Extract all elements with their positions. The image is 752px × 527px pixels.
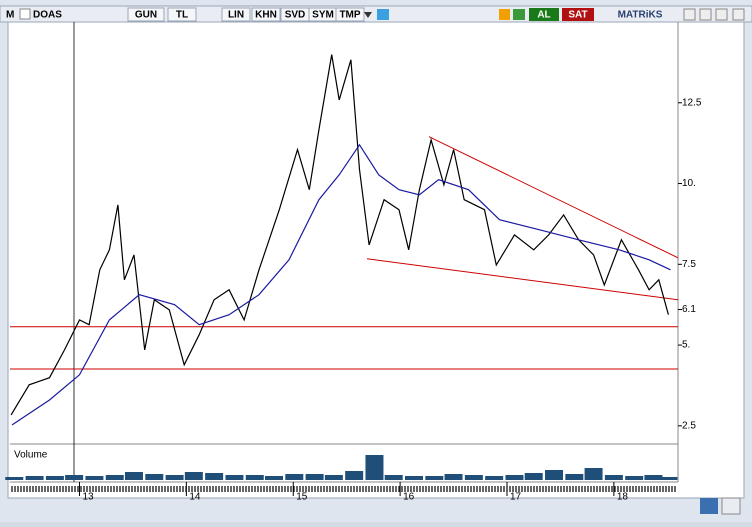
buy-button[interactable]	[529, 8, 559, 21]
volume-bar	[305, 474, 324, 480]
sell-label: SAT	[568, 10, 587, 21]
x-tick-label: 14	[189, 492, 201, 503]
sell-button[interactable]	[562, 8, 594, 21]
y-tick-label: 12.5	[682, 97, 702, 108]
volume-bar	[85, 476, 104, 480]
y-tick-label: 7.5	[682, 259, 696, 270]
toolbar-button[interactable]	[167, 7, 197, 22]
toolbar-button-label: SYM	[312, 10, 334, 21]
close[interactable]	[732, 8, 745, 21]
volume-bar	[444, 474, 463, 480]
volume-bar	[324, 475, 343, 480]
volume-bar	[245, 475, 264, 480]
volume-bar	[464, 475, 483, 480]
volume-bar	[365, 455, 384, 480]
volume-bar	[225, 475, 244, 480]
maximize[interactable]	[699, 8, 712, 21]
volume-bar	[485, 476, 504, 480]
volume-bar	[405, 476, 424, 480]
refresh-icon[interactable]	[513, 9, 525, 20]
flash-icon[interactable]	[499, 9, 510, 20]
volume-bar	[124, 472, 143, 480]
y-tick-label: 6.1	[682, 304, 696, 315]
y-tick-label: 5.	[682, 340, 690, 351]
volume-bar	[584, 468, 603, 480]
volume-bar	[644, 475, 663, 480]
volume-title: Volume	[14, 450, 48, 461]
volume-bar	[285, 474, 304, 480]
x-tick-label: 15	[296, 492, 308, 503]
toolbar-button-label: TMP	[339, 10, 360, 21]
toolbar-button[interactable]	[251, 7, 281, 22]
brand: MATRiKS	[618, 10, 663, 21]
volume-bar	[105, 475, 124, 480]
x-tick-label: 17	[510, 492, 522, 503]
logo: M	[6, 10, 14, 21]
restore[interactable]	[715, 8, 728, 21]
volume-bar	[604, 475, 623, 480]
twitter-icon[interactable]	[377, 9, 389, 20]
volume-bar	[625, 476, 644, 480]
moving-average	[11, 143, 671, 426]
dropdown[interactable]	[364, 12, 372, 18]
volume-bar	[205, 473, 224, 480]
volume-bar	[545, 470, 564, 480]
volume-bar	[425, 476, 444, 480]
toolbar-button[interactable]	[335, 7, 365, 22]
toolbar-button-label: SVD	[285, 10, 306, 21]
y-tick-label: 2.5	[682, 420, 696, 431]
volume-bar	[505, 475, 524, 480]
symbol[interactable]: DOAS	[33, 10, 62, 21]
scroll-button[interactable]	[721, 497, 741, 515]
volume-bar	[65, 475, 84, 480]
x-tick-label: 13	[82, 492, 94, 503]
volume-bar	[25, 476, 44, 480]
volume-bar	[524, 473, 543, 480]
x-tick-label: 16	[403, 492, 415, 503]
x-tick-label: 18	[617, 492, 629, 503]
volume-bar	[345, 471, 364, 480]
price-line	[10, 54, 669, 416]
volume-bar	[165, 475, 184, 480]
volume-bar	[5, 477, 24, 480]
sync-button[interactable]	[700, 498, 718, 514]
volume-bar	[45, 476, 64, 480]
toolbar-button-label: LIN	[228, 10, 244, 21]
buy-label: AL	[537, 10, 550, 21]
volume-bar	[264, 476, 283, 480]
toolbar-button[interactable]	[221, 7, 251, 22]
trend-line	[428, 136, 679, 259]
volume-bar	[184, 472, 203, 480]
toolbar-button-label: GUN	[135, 10, 157, 21]
close-box[interactable]	[19, 8, 31, 20]
volume-bar	[565, 474, 584, 480]
toolbar-button-label: KHN	[255, 10, 277, 21]
volume-bar	[384, 475, 403, 480]
volume-bar	[659, 477, 678, 480]
toolbar-button[interactable]	[127, 7, 165, 22]
minimize[interactable]	[683, 8, 696, 21]
button-group: GUN TL LIN KHN SVD SYM TMP	[127, 7, 365, 22]
volume-bar	[145, 474, 164, 480]
y-tick-label: 10.	[682, 178, 696, 189]
toolbar-button-label: TL	[176, 10, 188, 21]
trend-line	[366, 258, 679, 301]
